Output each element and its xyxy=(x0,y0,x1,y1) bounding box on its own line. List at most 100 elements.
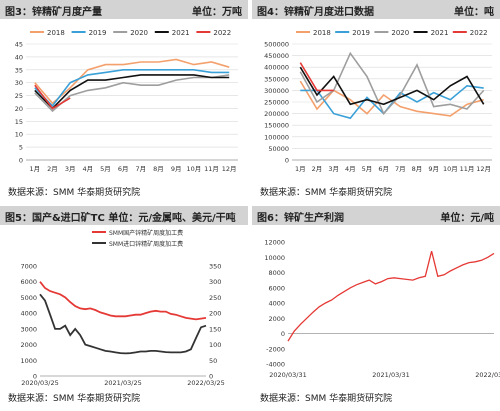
x-tick-label: 6月 xyxy=(118,165,129,173)
series-line-2020 xyxy=(299,51,485,116)
y-tick-label: 250000 xyxy=(264,99,289,107)
y-tick-label: 0 xyxy=(285,157,289,165)
series-line-2022 xyxy=(34,84,71,110)
y-tick-label: 5 xyxy=(19,144,23,152)
x-tick-label: 12月 xyxy=(476,165,491,173)
y-tick-label: 4000 xyxy=(268,300,285,308)
series-line-import-tc xyxy=(39,293,207,355)
x-tick-label: 10月 xyxy=(443,165,458,173)
chart-unit: 单位：吨 xyxy=(454,7,494,18)
series-line-domestic-tc xyxy=(39,281,207,321)
y-tick-label: 500000 xyxy=(264,41,289,49)
y-tick-label: 450000 xyxy=(264,52,289,60)
chart-unit: 单位：元/吨 xyxy=(440,213,494,224)
y-tick-label-right: 50 xyxy=(209,357,217,365)
y-tick-label-left: 4000 xyxy=(20,310,37,318)
chart-title: 图4：锌精矿月度进口数据 xyxy=(257,7,374,18)
series-line-2018 xyxy=(34,58,230,105)
legend-label: SMM进口锌精矿周度加工费 xyxy=(109,240,183,248)
y-tick-label-left: 2000 xyxy=(20,341,37,349)
y-tick-label-right: 150 xyxy=(209,325,221,333)
legend-label: 2020 xyxy=(391,29,409,37)
chart-header: 图6：锌矿生产利润 单位：元/吨 xyxy=(252,206,500,225)
line-chart-zinc-imports: 0 50000 100000 150000 200000 250000 300000 3500… xyxy=(264,29,492,173)
y-tick-label-right: 300 xyxy=(209,278,221,286)
x-tick-label: 4月 xyxy=(83,165,94,173)
y-tick-label: 10000 xyxy=(264,254,285,262)
legend-label: 2022 xyxy=(470,29,488,37)
x-tick-label: 2月 xyxy=(47,165,58,173)
x-tick-label: 2020/03/31 xyxy=(269,371,306,379)
series-line-2018 xyxy=(299,80,484,117)
legend-label: 2019 xyxy=(89,29,107,37)
x-tick-label: 2021/03/31 xyxy=(372,371,409,379)
x-tick-label: 8月 xyxy=(153,165,164,173)
chart-source: 数据来源：SMM 华泰期货研究院 xyxy=(8,188,141,198)
x-tick-label: 2月 xyxy=(312,165,323,173)
series-line-2021 xyxy=(34,74,230,110)
x-tick-label: 4月 xyxy=(345,165,356,173)
x-tick-label: 1月 xyxy=(30,165,41,173)
y-tick-label: 12000 xyxy=(264,239,285,247)
y-tick-label-left: 1000 xyxy=(20,357,37,365)
x-tick-label: 7月 xyxy=(395,165,406,173)
x-tick-label: 2020/03/25 xyxy=(21,379,58,386)
y-tick-label: 0 xyxy=(19,157,23,165)
y-tick-label: 350000 xyxy=(264,75,289,83)
x-tick-label: 8月 xyxy=(412,165,423,173)
x-tick-label: 10月 xyxy=(186,165,201,173)
x-tick-label: 6月 xyxy=(378,165,389,173)
x-tick-label: 3月 xyxy=(65,165,76,173)
chart-source: 数据来源：SMM 华泰期货研究院 xyxy=(260,188,393,198)
x-tick-label: 11月 xyxy=(204,165,219,173)
legend-label: SMM国产锌精矿周度加工费 xyxy=(109,229,183,237)
y-tick-label-left: 3000 xyxy=(20,325,37,333)
chart-source: 数据来源：SMM 华泰期货研究院 xyxy=(260,394,393,404)
x-tick-label: 3月 xyxy=(328,165,339,173)
chart-header: 图3：锌精矿月度产量 单位：万吨 xyxy=(0,0,248,19)
chart-title: 图5：国产&进口矿TC 单位：元/金属吨、美元/干吨 xyxy=(5,213,236,224)
y-tick-label-left: 6000 xyxy=(20,278,37,286)
y-tick-label: 8000 xyxy=(268,269,285,277)
y-tick-label-right: 250 xyxy=(209,294,221,302)
legend-label: 2022 xyxy=(213,29,231,37)
x-tick-label: 2021/03/25 xyxy=(104,379,141,386)
chart-panel-zinc-imports: 图4：锌精矿月度进口数据 单位：吨 0 50000 100000 150000 2000… xyxy=(252,0,500,205)
chart-panel-mining-profit: 图6：锌矿生产利润 单位：元/吨 -4000 -2000 0 2000 4000 6000… xyxy=(252,206,500,411)
y-tick-label: 25 xyxy=(15,92,23,100)
y-tick-label: 400000 xyxy=(264,64,289,72)
y-tick-label: 2000 xyxy=(268,315,285,323)
y-tick-label: 6000 xyxy=(268,284,285,292)
y-tick-label: 40 xyxy=(15,53,23,61)
line-chart-mining-profit: -4000 -2000 0 2000 4000 6000 8000 10000 12000 202… xyxy=(264,239,500,380)
chart-unit: 单位：万吨 xyxy=(192,7,242,18)
x-tick-label: 2022/03/25 xyxy=(187,379,224,386)
y-tick-label: 35 xyxy=(15,66,23,74)
legend-label: 2019 xyxy=(352,29,370,37)
y-tick-label: 10 xyxy=(15,131,23,139)
y-tick-label: 30 xyxy=(15,79,23,87)
y-tick-label-left: 0 xyxy=(33,373,37,381)
chart-title: 图6：锌矿生产利润 xyxy=(257,213,344,224)
x-tick-label: 9月 xyxy=(171,165,182,173)
y-tick-label: 150000 xyxy=(264,122,289,130)
series-line-2020 xyxy=(34,74,230,113)
y-tick-label: 45 xyxy=(15,41,23,49)
legend-label: 2020 xyxy=(130,29,148,37)
series-line-profit xyxy=(287,250,495,342)
y-tick-label-right: 0 xyxy=(209,373,213,381)
series-line-2021 xyxy=(299,66,485,106)
legend-label: 2021 xyxy=(172,29,190,37)
x-tick-label: 5月 xyxy=(100,165,111,173)
chart-header: 图4：锌精矿月度进口数据 单位：吨 xyxy=(252,0,500,19)
series-line-2022 xyxy=(299,62,334,92)
x-tick-label: 1月 xyxy=(295,165,306,173)
y-tick-label: 200000 xyxy=(264,110,289,118)
chart-title: 图3：锌精矿月度产量 xyxy=(5,7,102,18)
y-tick-label-right: 100 xyxy=(209,341,221,349)
y-tick-label: 50000 xyxy=(268,145,289,153)
y-tick-label: 300000 xyxy=(264,87,289,95)
legend-label: 2021 xyxy=(431,29,449,37)
y-tick-label-right: 200 xyxy=(209,310,221,318)
